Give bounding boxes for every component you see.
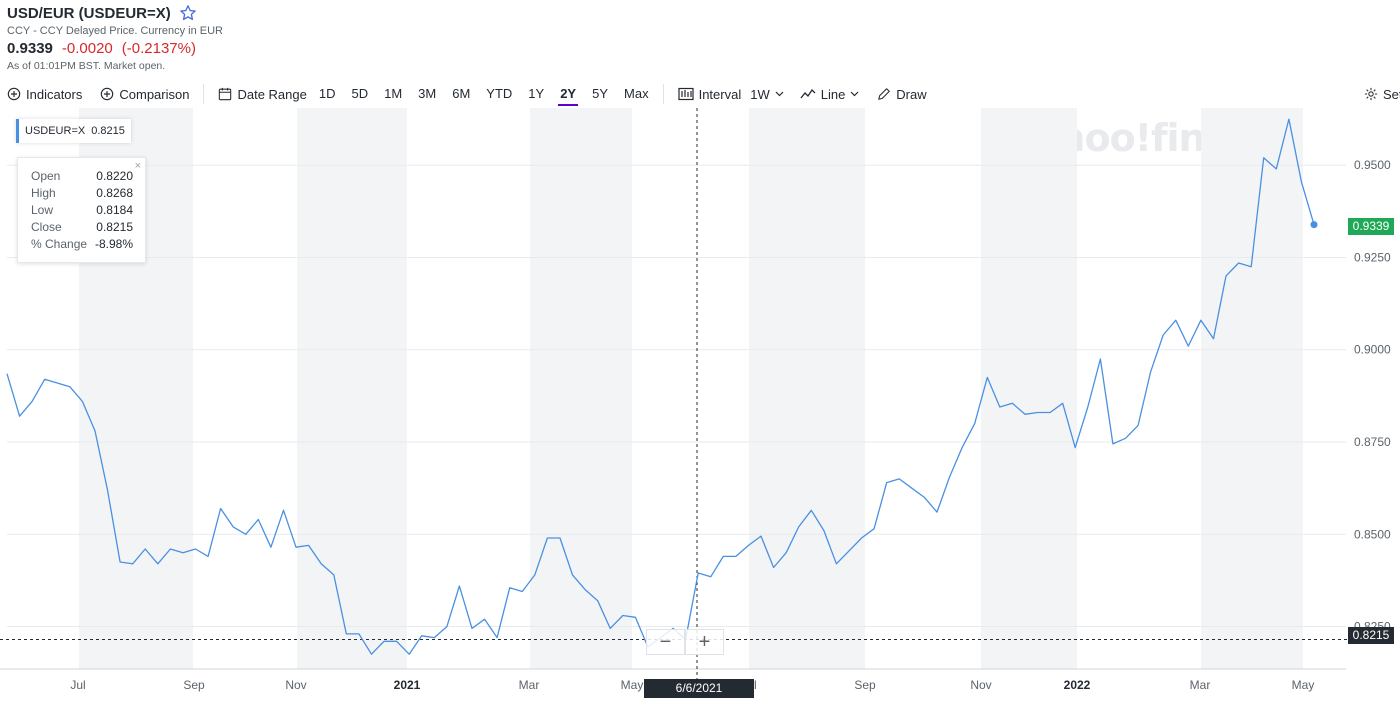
ohlc-row: Close 0.8215 <box>31 219 133 236</box>
range-selector: 1D 5D 1M 3M 6M YTD 1Y 2Y 5Y Max <box>311 82 657 106</box>
range-button-6m[interactable]: 6M <box>452 86 471 101</box>
range-button-1d[interactable]: 1D <box>318 86 336 101</box>
last-price-badge: 0.9339 <box>1348 218 1394 235</box>
indicators-button[interactable]: Indicators <box>7 87 82 102</box>
settings-button[interactable]: Settings <box>1364 87 1400 102</box>
price-chart[interactable]: 0.82500.85000.87500.90000.92500.9500JulS… <box>0 108 1400 707</box>
quote-subtitle: CCY - CCY Delayed Price. Currency in EUR <box>7 25 223 37</box>
range-button-3m[interactable]: 3M <box>418 86 437 101</box>
candle-icon <box>677 87 694 101</box>
close-icon[interactable]: × <box>134 160 141 172</box>
x-tick-label: Nov <box>285 678 306 692</box>
month-band <box>530 108 632 669</box>
range-button-2y[interactable]: 2Y <box>552 82 584 106</box>
ohlc-row: % Change -8.98% <box>31 236 133 253</box>
series-legend: USDEUR=X 0.8215 <box>16 119 131 143</box>
price-change: -0.0020 <box>61 40 113 57</box>
toolbar-divider <box>203 84 205 104</box>
month-band <box>749 108 865 669</box>
interval-selector[interactable]: Interval 1W <box>677 86 784 102</box>
ohlc-value: 0.8215 <box>96 220 133 234</box>
legend-value: 0.8215 <box>91 125 125 137</box>
x-tick-label: Mar <box>519 678 540 692</box>
market-status: As of 01:01PM BST. Market open. <box>7 60 166 72</box>
zoom-in-button[interactable]: + <box>685 629 724 655</box>
x-tick-label: Mar <box>1190 678 1211 692</box>
x-tick-label: May <box>1292 678 1315 692</box>
month-band <box>981 108 1077 669</box>
ohlc-label: High <box>31 186 56 200</box>
zoom-out-button[interactable]: − <box>646 629 685 655</box>
crosshair-date-badge: 6/6/2021 <box>644 679 754 698</box>
legend-symbol: USDEUR=X <box>25 125 86 137</box>
x-tick-label: 2022 <box>1064 678 1091 692</box>
indicators-label: Indicators <box>26 86 83 102</box>
interval-value: 1W <box>750 86 770 102</box>
ohlc-tooltip: × Open 0.8220 High 0.8268 Low 0.8184 Close 0.82… <box>17 157 146 263</box>
y-tick-label: 0.8750 <box>1354 435 1391 449</box>
chevron-down-icon <box>775 91 784 97</box>
x-tick-label: 2021 <box>394 678 421 692</box>
range-button-max[interactable]: Max <box>624 86 649 101</box>
y-tick-label: 0.9250 <box>1354 250 1391 264</box>
ohlc-row: High 0.8268 <box>31 185 133 202</box>
line-chart-icon <box>800 88 816 100</box>
x-tick-label: Nov <box>970 678 991 692</box>
x-tick-label: Sep <box>183 678 205 692</box>
month-band <box>297 108 407 669</box>
range-button-5d[interactable]: 5D <box>351 86 369 101</box>
plus-circle-icon <box>100 87 114 101</box>
toolbar-divider <box>662 84 664 104</box>
settings-label: Settings <box>1383 86 1400 102</box>
range-button-5y[interactable]: 5Y <box>592 86 609 101</box>
comparison-label: Comparison <box>119 86 190 102</box>
ohlc-value: 0.8220 <box>96 169 133 183</box>
pencil-icon <box>877 87 891 101</box>
draw-button[interactable]: Draw <box>877 86 927 102</box>
plus-circle-icon <box>7 87 21 101</box>
x-tick-label: Jul <box>70 678 85 692</box>
range-button-1y[interactable]: 1Y <box>528 86 545 101</box>
y-tick-label: 0.9500 <box>1354 158 1391 172</box>
chevron-down-icon <box>850 91 859 97</box>
ohlc-label: % Change <box>31 237 88 251</box>
x-tick-label: May <box>621 678 644 692</box>
ohlc-label: Open <box>31 169 61 183</box>
draw-label: Draw <box>896 86 927 102</box>
ohlc-row: Low 0.8184 <box>31 202 133 219</box>
range-button-ytd[interactable]: YTD <box>486 86 513 101</box>
zoom-controls: − + <box>646 629 724 655</box>
y-tick-label: 0.8500 <box>1354 527 1391 541</box>
chart-toolbar: Indicators Comparison Date Range 1D 5D 1M 3… <box>0 82 1400 106</box>
price-change-percent: (-0.2137%) <box>121 40 196 57</box>
x-tick-label: Sep <box>854 678 876 692</box>
last-price-dot <box>1310 221 1318 229</box>
ohlc-value: -8.98% <box>94 237 133 251</box>
range-button-1m[interactable]: 1M <box>384 86 403 101</box>
chart-type-selector[interactable]: Line <box>800 87 860 102</box>
ohlc-label: Low <box>31 203 54 217</box>
chart-type-label: Line <box>820 86 846 102</box>
gear-icon <box>1364 87 1378 101</box>
ohlc-value: 0.8268 <box>96 186 133 200</box>
calendar-icon <box>218 87 232 101</box>
date-range-button[interactable]: Date Range <box>218 86 307 102</box>
price-line <box>6 118 1315 655</box>
y-tick-label: 0.9000 <box>1354 343 1391 357</box>
interval-label: Interval <box>698 86 742 102</box>
quote-header: USD/EUR (USDEUR=X) CCY - CCY Delayed Pri… <box>7 4 223 73</box>
crosshair-price-badge: 0.8215 <box>1348 627 1394 644</box>
page-title: USD/EUR (USDEUR=X) <box>7 4 171 22</box>
comparison-button[interactable]: Comparison <box>100 87 189 102</box>
ohlc-value: 0.8184 <box>96 203 133 217</box>
month-band <box>1201 108 1303 669</box>
ohlc-label: Close <box>31 220 62 234</box>
star-icon[interactable] <box>179 4 197 22</box>
current-price: 0.9339 <box>7 40 53 57</box>
date-range-label: Date Range <box>237 86 307 102</box>
ohlc-row: Open 0.8220 <box>31 168 133 185</box>
